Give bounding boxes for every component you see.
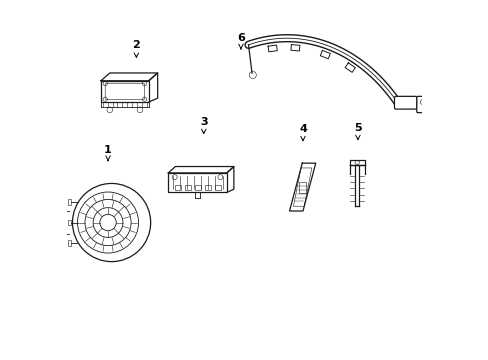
Text: 3: 3 bbox=[200, 117, 207, 134]
Bar bbox=[101, 81, 148, 102]
Bar bbox=[67, 220, 71, 225]
Bar bbox=[205, 185, 210, 190]
Bar bbox=[67, 199, 71, 205]
Circle shape bbox=[249, 71, 256, 78]
Polygon shape bbox=[267, 45, 277, 52]
Bar bbox=[175, 185, 181, 190]
Text: 4: 4 bbox=[299, 123, 306, 141]
Circle shape bbox=[420, 99, 425, 104]
Polygon shape bbox=[345, 63, 355, 72]
Bar bbox=[195, 185, 201, 190]
FancyBboxPatch shape bbox=[416, 96, 428, 113]
Bar bbox=[215, 185, 220, 190]
Bar bbox=[298, 182, 306, 193]
Text: 6: 6 bbox=[237, 33, 244, 49]
Bar bbox=[168, 173, 226, 192]
Polygon shape bbox=[320, 50, 329, 59]
Polygon shape bbox=[290, 45, 299, 51]
Text: 1: 1 bbox=[104, 145, 112, 161]
Bar bbox=[67, 240, 71, 246]
Bar bbox=[185, 185, 191, 190]
FancyBboxPatch shape bbox=[394, 96, 416, 109]
Text: 2: 2 bbox=[132, 40, 140, 57]
Text: 5: 5 bbox=[353, 122, 361, 140]
